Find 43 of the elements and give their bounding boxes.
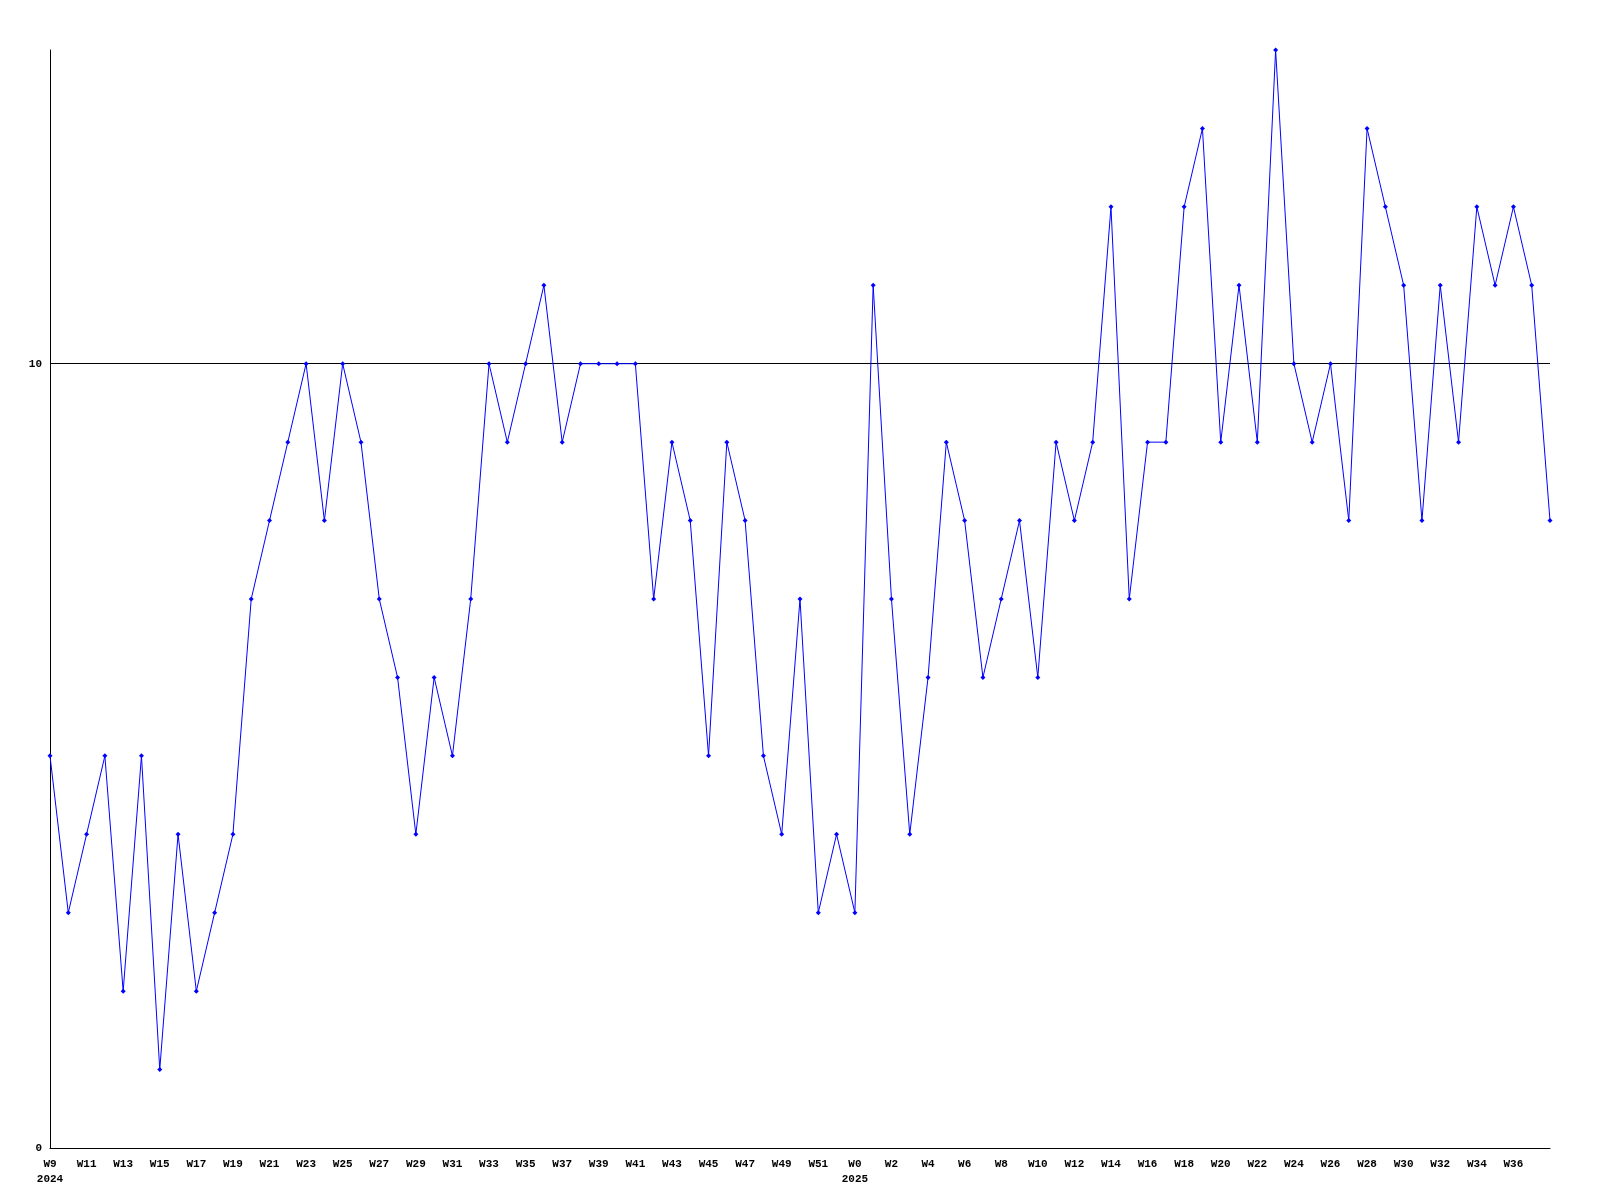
x-tick-label: W21 — [259, 1157, 280, 1170]
x-tick-label: W36 — [1503, 1157, 1524, 1170]
x-tick-label: W16 — [1137, 1157, 1158, 1170]
x-tick-label: W13 — [113, 1157, 134, 1170]
x-tick-label: W37 — [552, 1157, 573, 1170]
x-tick-label: W27 — [369, 1157, 390, 1170]
x-tick-label: W41 — [625, 1157, 646, 1170]
x-tick-label: W47 — [735, 1157, 756, 1170]
y-tick-label: 0 — [35, 1142, 42, 1154]
y-tick-label: 10 — [28, 357, 42, 370]
x-tick-label: W26 — [1320, 1157, 1341, 1170]
x-tick-label: W43 — [662, 1157, 683, 1170]
x-tick-label: W2 — [884, 1157, 899, 1170]
x-tick-label: W22 — [1247, 1157, 1268, 1170]
x-tick-label: W29 — [405, 1157, 426, 1170]
x-tick-label: W34 — [1466, 1157, 1488, 1170]
x-tick-label: W19 — [223, 1157, 243, 1170]
x-tick-label: W20 — [1210, 1157, 1231, 1170]
x-tick-label: W4 — [921, 1157, 936, 1170]
x-tick-label: W8 — [994, 1157, 1009, 1170]
x-tick-label: W14 — [1101, 1157, 1122, 1170]
x-tick-label: W11 — [76, 1157, 97, 1170]
x-tick-label: W35 — [515, 1157, 536, 1170]
x-tick-label: W33 — [479, 1157, 500, 1170]
x-tick-label: W17 — [186, 1157, 207, 1170]
x-tick-label: W12 — [1064, 1157, 1085, 1170]
x-tick-label: W23 — [296, 1157, 317, 1170]
x-tick-label: W9 2024 — [36, 1157, 64, 1185]
x-tick-label: W6 — [958, 1157, 972, 1170]
x-tick-label: W15 — [149, 1157, 171, 1170]
x-tick-label: W45 — [698, 1157, 719, 1170]
x-tick-label: W39 — [588, 1157, 609, 1170]
x-tick-label: W30 — [1393, 1157, 1414, 1170]
x-tick-label: W0 2025 — [841, 1157, 869, 1185]
x-tick-label: W31 — [442, 1157, 463, 1170]
x-tick-label: W10 — [1027, 1157, 1048, 1170]
x-tick-label: W28 — [1357, 1157, 1378, 1170]
x-tick-label: W24 — [1284, 1157, 1305, 1170]
x-tick-label: W49 — [771, 1157, 792, 1170]
x-tick-label: W18 — [1174, 1157, 1195, 1170]
x-tick-label: W51 — [808, 1157, 829, 1170]
x-tick-label: W25 — [332, 1157, 353, 1170]
x-tick-label: W32 — [1430, 1157, 1451, 1170]
